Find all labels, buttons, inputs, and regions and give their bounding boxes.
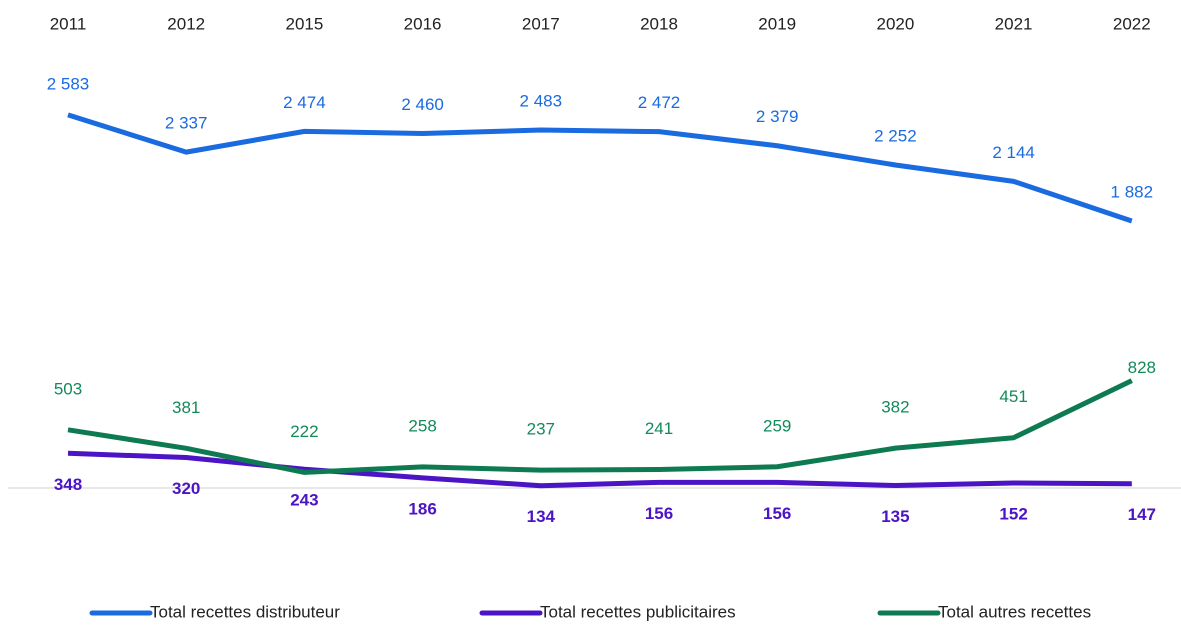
x-tick-label: 2019	[758, 14, 796, 33]
data-label: 156	[763, 504, 791, 523]
legend-label: Total recettes distributeur	[150, 602, 340, 621]
series-line	[67, 378, 1133, 475]
data-label: 241	[645, 419, 673, 438]
data-label: 503	[54, 379, 82, 398]
x-tick-label: 2016	[404, 14, 442, 33]
data-label: 1 882	[1111, 182, 1154, 201]
data-label: 259	[763, 416, 791, 435]
data-label: 2 460	[401, 95, 444, 114]
data-label: 135	[881, 507, 909, 526]
data-label: 156	[645, 504, 673, 523]
data-label: 134	[527, 507, 556, 526]
series-line	[67, 450, 1132, 489]
data-label: 381	[172, 398, 200, 417]
data-label: 320	[172, 479, 200, 498]
data-label: 2 474	[283, 93, 326, 112]
data-label: 451	[999, 387, 1027, 406]
data-label: 186	[408, 499, 436, 518]
data-label: 2 583	[47, 74, 90, 93]
data-label: 2 483	[520, 91, 563, 110]
x-tick-label: 2015	[285, 14, 323, 33]
data-label: 147	[1128, 505, 1156, 524]
data-label: 2 337	[165, 114, 208, 133]
x-tick-label: 2011	[50, 14, 87, 33]
data-label: 243	[290, 491, 318, 510]
data-label: 222	[290, 422, 318, 441]
x-tick-label: 2012	[167, 14, 205, 33]
x-tick-label: 2020	[876, 14, 914, 33]
data-label: 2 472	[638, 93, 681, 112]
legend-label: Total autres recettes	[938, 602, 1091, 621]
data-label: 2 379	[756, 107, 799, 126]
x-tick-label: 2018	[640, 14, 678, 33]
legend-label: Total recettes publicitaires	[540, 602, 736, 621]
data-label: 382	[881, 398, 909, 417]
series-line	[67, 112, 1133, 224]
x-tick-label: 2021	[995, 14, 1033, 33]
x-tick-label: 2017	[522, 14, 560, 33]
data-label: 258	[408, 416, 436, 435]
data-label: 152	[999, 504, 1027, 523]
data-label: 237	[527, 420, 555, 439]
data-label: 2 252	[874, 126, 917, 145]
x-tick-label: 2022	[1113, 14, 1151, 33]
data-label: 2 144	[992, 143, 1035, 162]
data-label: 348	[54, 475, 82, 494]
data-label: 828	[1128, 358, 1156, 377]
